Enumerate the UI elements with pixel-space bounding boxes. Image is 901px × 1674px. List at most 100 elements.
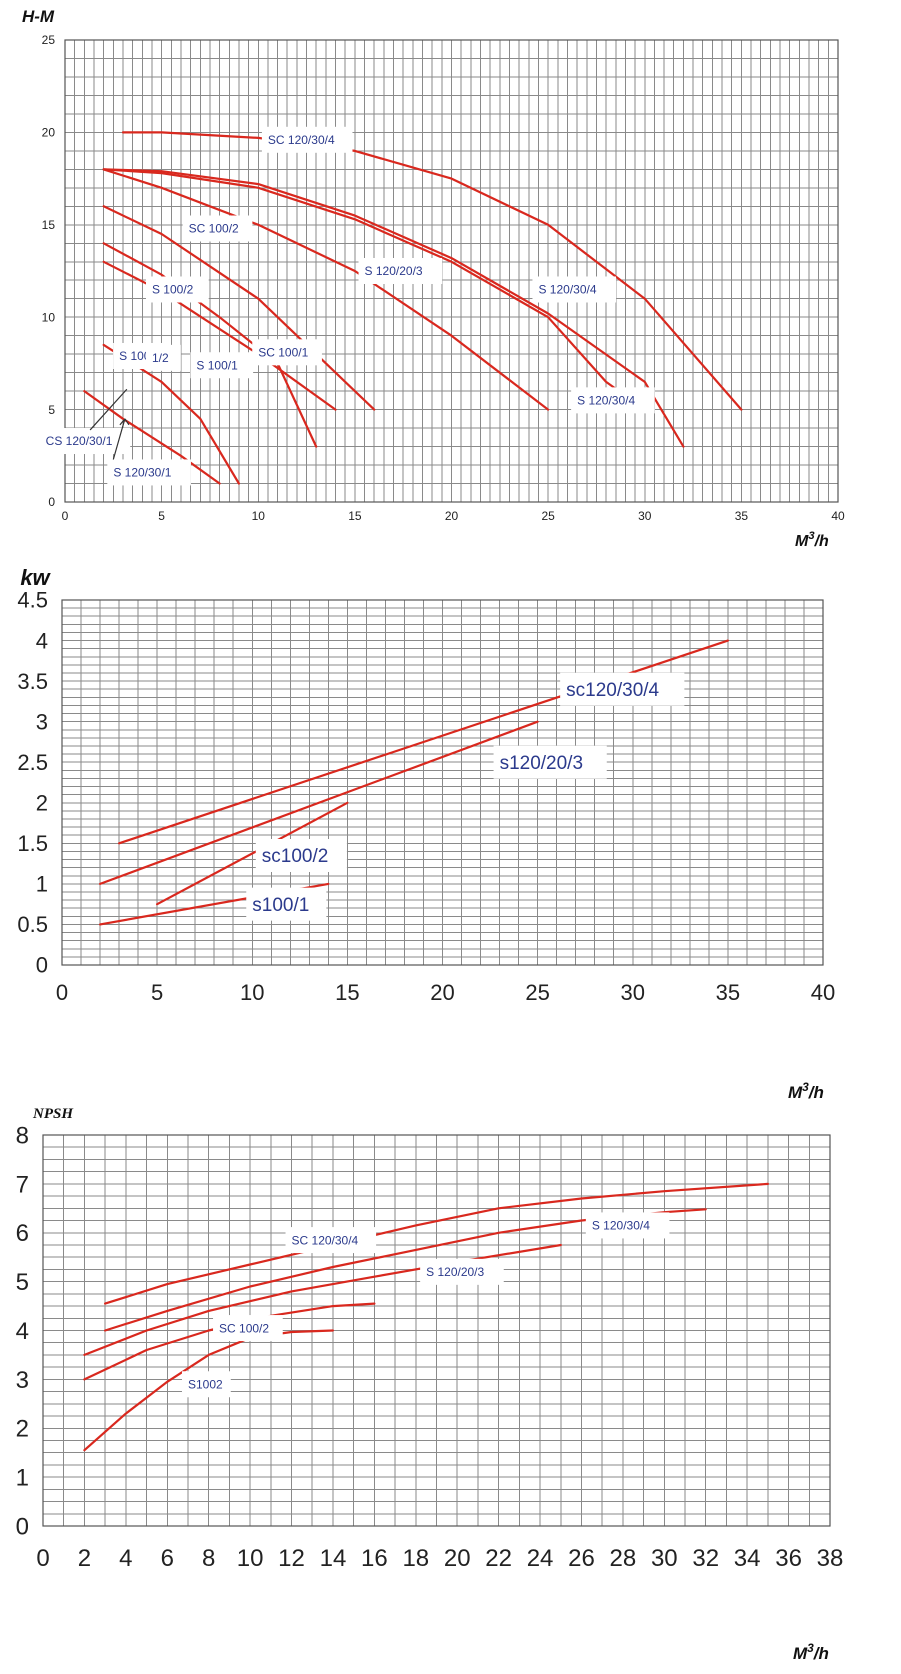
power-kw-chart: 0 5 10 15 20 25 30 35 4000.511.522.533.544.5kwM3… — [17, 565, 835, 1102]
x-tick-label: 30 — [651, 1545, 678, 1572]
curve-label: sc100/2 — [262, 846, 329, 867]
label-box — [261, 126, 353, 153]
curve-label: 1/2 — [152, 351, 169, 365]
x-tick-label: 40 — [831, 509, 845, 523]
label-box — [145, 276, 209, 303]
label-box — [493, 745, 607, 779]
x-tick-label: 6 — [161, 1545, 174, 1572]
curve-label: S 120/30/4 — [538, 283, 596, 297]
x-tick-label: 20 — [445, 509, 459, 523]
y-tick-label: 0 — [36, 953, 48, 978]
x-tick-label: 20 — [430, 980, 454, 1005]
label-box — [190, 352, 254, 379]
x-tick-label: 30 — [638, 509, 652, 523]
y-tick-label: 25 — [42, 33, 56, 47]
y-tick-label: 5 — [48, 403, 55, 417]
curve-label: S 120/30/4 — [577, 394, 635, 408]
y-tick-label: 10 — [42, 310, 56, 324]
curve-label: S 100/1 — [196, 358, 238, 372]
x-tick-label: 2 — [78, 1545, 91, 1572]
y-axis-title: H-M — [22, 7, 55, 26]
x-tick-label: 10 — [240, 980, 264, 1005]
series-line-4 — [102, 168, 550, 411]
curve-labels: SC 120/30/4 S 120/30/4 S 120/20/3 S 120/30/… — [39, 126, 655, 486]
tick-labels: 0 2 4 6 8 10 12 14 16 18 20 22 24 26 28 30 32 34 36 3801234… — [16, 1122, 844, 1572]
x-tick-label: 14 — [320, 1545, 347, 1572]
label-box — [182, 215, 253, 242]
curve-label: S 100/ — [119, 349, 154, 363]
curve-label: SC 100/2 — [219, 1321, 269, 1335]
y-tick-label: 0 — [48, 495, 55, 509]
label-box — [145, 344, 181, 371]
x-tick-label: 0 — [36, 1545, 49, 1572]
x-tick-label: 16 — [361, 1545, 388, 1572]
y-tick-label: 4 — [36, 628, 48, 653]
y-tick-label: 2 — [36, 790, 48, 815]
x-axis-title-tail: /h — [814, 533, 829, 550]
x-tick-label: 34 — [734, 1545, 761, 1572]
y-tick-label: 1 — [16, 1465, 29, 1492]
series-line-6 — [102, 242, 318, 448]
x-tick-label: 38 — [817, 1545, 844, 1572]
x-tick-label: 25 — [525, 980, 549, 1005]
curve-label: S 120/20/3 — [365, 264, 423, 278]
label-box — [255, 839, 347, 872]
grid — [42, 1134, 831, 1527]
npsh-chart: 0 2 4 6 8 10 12 14 16 18 20 22 24 26 28 30 32 34 36 3801234… — [16, 1106, 844, 1663]
y-tick-label: 1.5 — [17, 831, 48, 856]
series-line-5 — [102, 205, 376, 411]
label-box — [107, 459, 191, 486]
x-tick-label: 25 — [541, 509, 555, 523]
curve-label: S 120/30/4 — [592, 1219, 650, 1233]
curve-label: s100/1 — [252, 895, 309, 916]
y-tick-label: 5 — [16, 1269, 29, 1296]
y-tick-label: 3 — [16, 1367, 29, 1394]
series-line-9 — [83, 390, 221, 485]
y-tick-label: 4 — [16, 1318, 29, 1345]
series-line-5 — [83, 1329, 334, 1452]
x-tick-label: 15 — [348, 509, 362, 523]
x-tick-label: 40 — [811, 980, 835, 1005]
label-box — [39, 428, 131, 455]
x-axis-title: M3/h — [793, 1641, 829, 1663]
series-line-7 — [102, 260, 337, 411]
y-tick-label: 1 — [36, 872, 48, 897]
x-axis-title-main: M — [795, 533, 809, 550]
curve-label: SC 100/1 — [258, 346, 308, 360]
x-axis-title: M3/h — [795, 530, 829, 550]
y-tick-label: 3 — [36, 709, 48, 734]
x-tick-label: 5 — [151, 980, 163, 1005]
x-axis-title-tail: /h — [808, 1083, 824, 1102]
label-box — [285, 1227, 377, 1254]
x-tick-label: 26 — [568, 1545, 595, 1572]
curve-label: SC 120/30/4 — [268, 133, 335, 147]
x-tick-label: 35 — [735, 509, 749, 523]
label-box — [358, 258, 443, 284]
y-tick-label: 20 — [42, 126, 56, 140]
series-line-3 — [102, 168, 685, 448]
x-tick-label: 10 — [252, 509, 266, 523]
curve-label: S 120/20/3 — [426, 1265, 484, 1279]
label-box — [420, 1258, 504, 1285]
curve-label: S1002 — [188, 1377, 223, 1391]
x-tick-label: 5 — [158, 509, 165, 523]
curve-label: SC 120/30/4 — [292, 1233, 359, 1247]
x-tick-label: 20 — [444, 1545, 471, 1572]
curve-label: S 120/30/1 — [113, 466, 171, 480]
y-axis-title: kw — [20, 565, 51, 590]
x-tick-label: 35 — [716, 980, 740, 1005]
x-tick-label: 0 — [56, 980, 68, 1005]
x-tick-label: 28 — [610, 1545, 637, 1572]
x-tick-label: 0 — [62, 509, 69, 523]
x-tick-label: 32 — [692, 1545, 719, 1572]
curve-label: CS 120/30/1 — [46, 434, 113, 448]
pointer-arrow-s — [112, 418, 130, 460]
label-box — [585, 1212, 670, 1239]
x-tick-label: 30 — [621, 980, 645, 1005]
series-group — [83, 131, 743, 485]
y-tick-label: 0.5 — [17, 912, 48, 937]
x-axis-title-tail: /h — [813, 1644, 829, 1663]
grid — [64, 39, 839, 503]
x-tick-label: 4 — [119, 1545, 132, 1572]
plot-frame — [42, 1134, 831, 1527]
